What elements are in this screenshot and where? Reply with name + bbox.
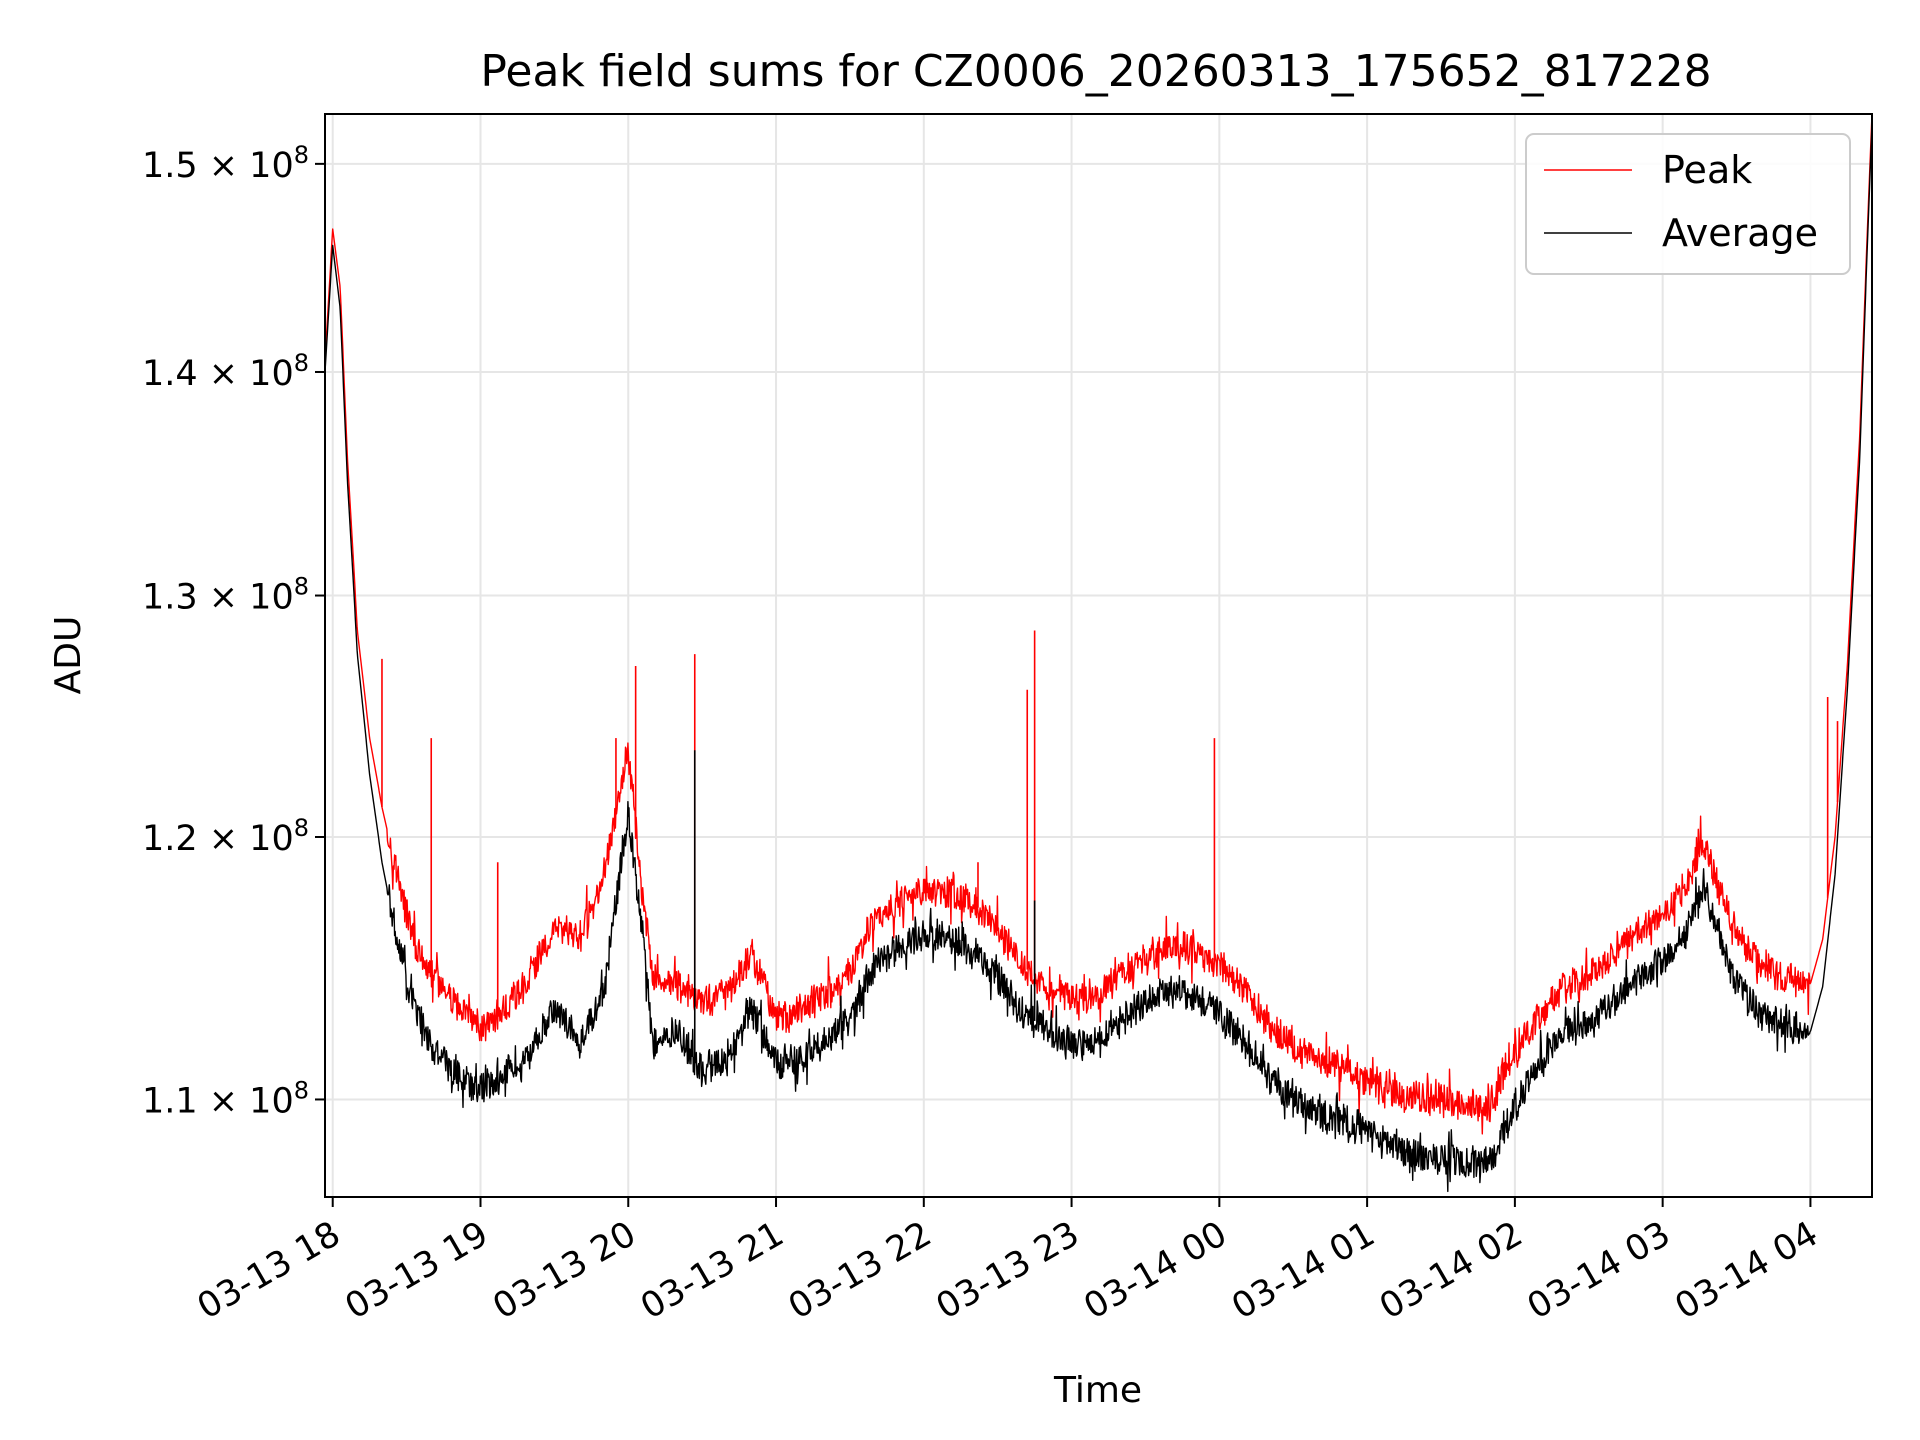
y-tick-label: 1.4 × 108 [142, 349, 309, 394]
legend-label-peak: Peak [1662, 148, 1752, 192]
legend: Peak Average [1525, 133, 1851, 275]
series-layer [324, 113, 1873, 1193]
legend-label-average: Average [1662, 211, 1818, 255]
plot-frame [324, 113, 1873, 1198]
legend-box [1525, 133, 1851, 275]
y-axis-label: ADU [48, 616, 89, 695]
plot-background [325, 114, 1872, 1197]
y-tick-label: 1.3 × 108 [142, 573, 309, 618]
y-tick-label: 1.5 × 108 [142, 141, 309, 186]
x-axis-label: Time [1053, 1370, 1142, 1411]
series-line-average [324, 123, 1873, 1193]
y-tick-label: 1.1 × 108 [142, 1076, 309, 1121]
series-line-peak [324, 113, 1873, 1135]
chart-title: Peak field sums for CZ0006_20260313_1756… [480, 46, 1711, 97]
y-tick-label: 1.2 × 108 [142, 814, 309, 859]
